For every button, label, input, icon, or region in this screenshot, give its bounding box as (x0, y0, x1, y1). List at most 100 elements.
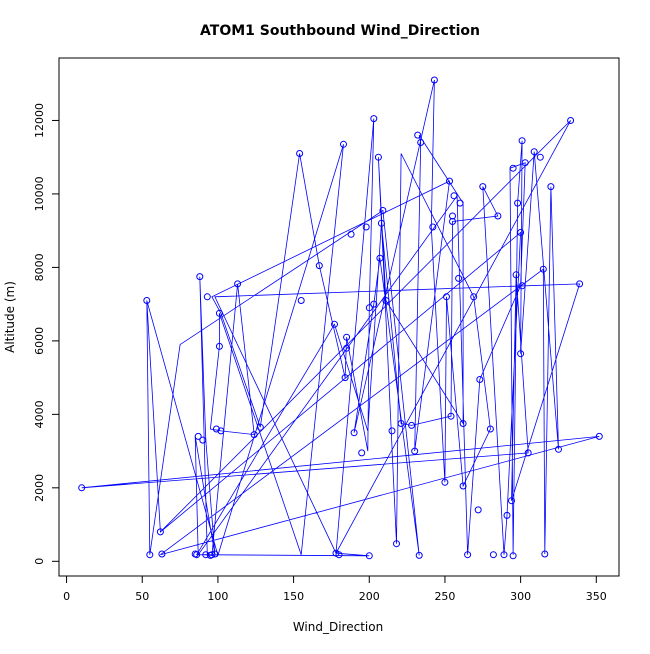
x-axis: 0 50 100 150 200 250 300 350 (63, 575, 607, 603)
data-point (382, 297, 390, 304)
data-point (517, 350, 525, 358)
data-point (256, 423, 264, 431)
data-point (211, 550, 219, 558)
data-point (514, 199, 522, 207)
y-tick-label: 6000 (33, 327, 46, 355)
data-point (194, 432, 202, 440)
data-point (78, 484, 86, 492)
data-point (215, 342, 223, 350)
data-point (517, 229, 525, 236)
data-point (362, 223, 370, 231)
data-point (595, 432, 603, 440)
data-point (393, 540, 400, 548)
x-tick-label: 50 (135, 590, 149, 603)
x-tick-label: 150 (283, 590, 304, 603)
data-point (379, 207, 387, 214)
data-point (474, 506, 482, 514)
y-axis-label: Altitude (m) (3, 281, 17, 353)
data-point (459, 420, 467, 427)
data-point (343, 344, 351, 352)
data-point (341, 374, 349, 382)
data-point (524, 449, 532, 457)
y-tick-label: 4000 (33, 400, 46, 428)
data-point (508, 497, 515, 505)
data-point (217, 427, 225, 435)
y-tick-label: 8000 (33, 253, 46, 281)
data-point (365, 552, 373, 560)
data-point (335, 551, 343, 559)
data-point (374, 153, 382, 161)
chart-title: ATOM1 Southbound Wind_Direction (200, 23, 480, 39)
data-point (388, 427, 396, 435)
data-point (539, 265, 547, 273)
data-point (411, 447, 419, 455)
data-point (459, 482, 467, 490)
data-point (447, 412, 455, 420)
data-point (430, 76, 438, 84)
data-point (408, 421, 416, 429)
data-point (464, 551, 472, 559)
data-point (518, 137, 526, 145)
data-point (199, 436, 207, 444)
data-point (208, 551, 216, 559)
y-tick-label: 12000 (33, 103, 46, 138)
data-point (449, 212, 456, 220)
data-point (417, 139, 425, 146)
x-axis-label: Wind_Direction (293, 620, 383, 634)
x-tick-label: 0 (63, 590, 70, 603)
data-point (414, 131, 422, 139)
data-point (315, 262, 323, 270)
data-point (365, 304, 373, 312)
data-point (296, 150, 304, 157)
data-point (350, 429, 358, 437)
data-point (331, 320, 338, 328)
data-point (476, 376, 484, 383)
y-tick-label: 2000 (33, 474, 46, 502)
data-point (530, 148, 538, 156)
data-point (234, 280, 242, 288)
data-point (455, 274, 463, 282)
data-point (470, 293, 478, 301)
data-point (521, 159, 529, 167)
data-point (415, 551, 423, 559)
data-point (297, 297, 305, 304)
data-point (536, 153, 544, 161)
y-tick-label: 10000 (33, 176, 46, 211)
x-tick-label: 350 (586, 590, 607, 603)
data-point (479, 183, 487, 191)
data-point (429, 223, 437, 231)
data-point (555, 445, 562, 453)
data-point (503, 511, 511, 519)
data-point (518, 282, 526, 290)
data-point (443, 293, 450, 301)
data-point (146, 551, 154, 559)
data-point (547, 183, 555, 191)
x-tick-label: 300 (510, 590, 531, 603)
data-point (567, 117, 575, 124)
data-point (358, 449, 366, 457)
y-axis: 0 2000 4000 6000 8000 10000 12000 (33, 103, 60, 565)
data-point (576, 280, 584, 288)
data-point (156, 528, 164, 536)
data-point (509, 552, 517, 560)
y-tick-label: 0 (33, 558, 46, 565)
data-point (541, 550, 549, 558)
data-point (512, 271, 520, 279)
data-point (509, 164, 517, 172)
data-point (370, 115, 378, 123)
series-line (81, 79, 600, 557)
data-point (250, 431, 258, 439)
data-point (203, 293, 211, 301)
data-point (347, 230, 355, 238)
data-point (143, 297, 151, 304)
data-point (215, 309, 223, 317)
data-point (377, 219, 385, 227)
series-layer (78, 76, 603, 560)
data-point (450, 192, 458, 200)
data-point (212, 425, 220, 433)
data-point (370, 300, 378, 308)
data-point (340, 140, 347, 148)
data-point (196, 273, 204, 281)
data-point (376, 254, 384, 262)
